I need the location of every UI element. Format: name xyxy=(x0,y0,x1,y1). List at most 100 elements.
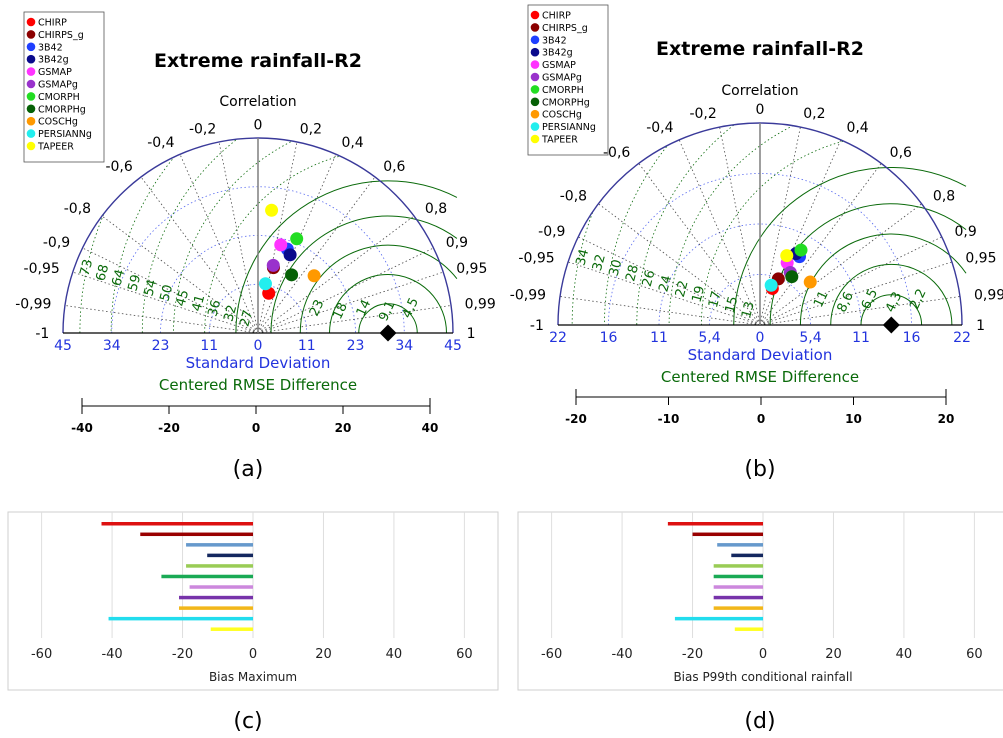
correlation-tick: -0,9 xyxy=(43,235,70,251)
correlation-ray xyxy=(179,154,259,334)
rmse-axis-label: Centered RMSE Difference xyxy=(661,368,859,386)
rmse-label: 26 xyxy=(640,269,659,289)
rmse-label: 73 xyxy=(78,258,97,278)
rmse-label: 22 xyxy=(673,279,692,299)
rmse-label: 4,5 xyxy=(400,296,422,321)
legend-marker-cmorphg xyxy=(530,97,540,107)
legend-marker-tapeer xyxy=(530,134,540,144)
legend-label-cmorphg: CMORPHg xyxy=(542,97,590,108)
legend-marker-gsmapg xyxy=(530,72,540,82)
legend-box xyxy=(527,4,609,156)
bias-tick-label: 20 xyxy=(938,412,955,426)
rmse-label: 19 xyxy=(689,284,708,304)
rmse-label: 23 xyxy=(307,297,328,318)
reference-point xyxy=(882,316,900,334)
legend-label-cmorph: CMORPH xyxy=(38,92,80,103)
std-tick: 5,4 xyxy=(698,330,720,346)
legend-marker-cmorph xyxy=(26,92,36,101)
rmse-arc xyxy=(329,274,447,334)
x-tick-label: 20 xyxy=(315,647,332,662)
std-arc xyxy=(608,173,912,326)
bias-axis: -20 -10 0 10 20 xyxy=(565,389,954,426)
panel-label-c: (c) xyxy=(233,709,262,734)
legend-marker-3b42 xyxy=(530,35,540,45)
rmse-label: 28 xyxy=(623,263,642,283)
correlation-ray xyxy=(759,163,882,326)
legend-marker-chirps_g xyxy=(530,23,540,32)
correlation-tick: 0,4 xyxy=(341,135,363,151)
point-gsmapg xyxy=(266,258,280,272)
bar-gsmapg xyxy=(161,574,253,579)
bar-chirp xyxy=(667,522,763,526)
correlation-ray xyxy=(559,296,761,326)
legend-marker-persianng xyxy=(26,129,36,138)
bar-cmorphg xyxy=(713,595,763,600)
std-tick: 16 xyxy=(903,330,921,346)
rmse-label: 6,5 xyxy=(859,287,881,312)
chart-title: Extreme rainfall-R2 xyxy=(154,50,362,72)
rmse-label: 11 xyxy=(811,289,832,310)
correlation-tick: -0,9 xyxy=(538,224,565,240)
correlation-ray xyxy=(257,215,415,334)
bar-gsmapg xyxy=(713,574,763,579)
legend-marker-gsmap xyxy=(26,67,36,76)
legend-label-cmorph: CMORPH xyxy=(542,85,584,96)
x-tick-label: -40 xyxy=(611,647,632,662)
correlation-ray xyxy=(759,236,942,326)
legend-marker-cmorph xyxy=(530,85,540,94)
correlation-tick: -1 xyxy=(35,326,49,342)
std-axis-label: Standard Deviation xyxy=(186,354,331,372)
bar-gsmap xyxy=(186,564,253,568)
rmse-arc xyxy=(299,244,458,334)
bias-tick-label: 0 xyxy=(252,421,260,435)
correlation-tick: 0,4 xyxy=(846,120,868,136)
bar-chirps_g xyxy=(692,532,763,537)
legend-marker-tapeer xyxy=(26,141,36,151)
correlation-tick: 0,8 xyxy=(933,188,955,204)
legend-label-gsmapg: GSMAPg xyxy=(38,80,78,91)
bias-p99-chart: -60 -40 -20 0 20 40 60 Bias P99th conditional r… xyxy=(517,511,1003,691)
rmse-label: 8,6 xyxy=(835,290,857,315)
bias-maximum-chart: -60 -40 -20 0 20 40 60 Bias Maximum xyxy=(7,511,499,691)
point-3b42g xyxy=(283,248,297,262)
x-tick-label: 0 xyxy=(759,647,767,662)
x-tick-label: 40 xyxy=(896,647,913,662)
bar-3b42 xyxy=(717,543,763,547)
rmse-label: 24 xyxy=(656,274,675,294)
legend-marker-chirps_g xyxy=(26,30,36,39)
point-coschg xyxy=(803,275,817,289)
correlation-tick: 0 xyxy=(254,117,263,133)
correlation-tick: 1 xyxy=(467,326,476,342)
rmse-label: 64 xyxy=(110,268,129,288)
x-tick-label: 20 xyxy=(825,647,842,662)
panel-label-a: (a) xyxy=(233,457,264,482)
correlation-ray xyxy=(72,271,259,334)
correlation-tick: 1 xyxy=(976,318,985,334)
legend-label-3b42g: 3B42g xyxy=(542,48,573,59)
std-axis-label: Standard Deviation xyxy=(688,346,833,364)
std-tick: 5,4 xyxy=(799,330,821,346)
rmse-label: 14 xyxy=(354,297,375,318)
legend-label-gsmap: GSMAP xyxy=(38,67,72,78)
correlation-tick: 0,2 xyxy=(300,122,322,138)
bias-tick-label: -20 xyxy=(158,421,180,435)
legend-marker-chirp xyxy=(530,10,540,20)
correlation-tick: 0 xyxy=(756,102,765,118)
legend: CHIRPCHIRPS_g3B423B42gGSMAPGSMAPgCMORPHC… xyxy=(23,11,105,163)
bar-persianng xyxy=(108,616,253,621)
correlation-tick: 0,8 xyxy=(425,201,447,217)
rmse-arc xyxy=(830,263,953,326)
correlation-tick: 0,6 xyxy=(890,145,912,161)
legend-label-3b42g: 3B42g xyxy=(38,55,69,66)
rmse-label: 30 xyxy=(607,258,626,278)
bar-3b42g xyxy=(731,553,763,558)
correlation-tick: -0,2 xyxy=(189,122,216,138)
correlation-tick: -1 xyxy=(530,318,544,334)
correlation-ray xyxy=(759,203,922,326)
std-tick: 11 xyxy=(650,330,668,346)
correlation-tick: -0,6 xyxy=(603,145,630,161)
std-tick: 22 xyxy=(549,330,567,346)
std-tick: 11 xyxy=(852,330,870,346)
rmse-label: 34 xyxy=(574,248,593,268)
std-tick: 11 xyxy=(200,338,218,354)
